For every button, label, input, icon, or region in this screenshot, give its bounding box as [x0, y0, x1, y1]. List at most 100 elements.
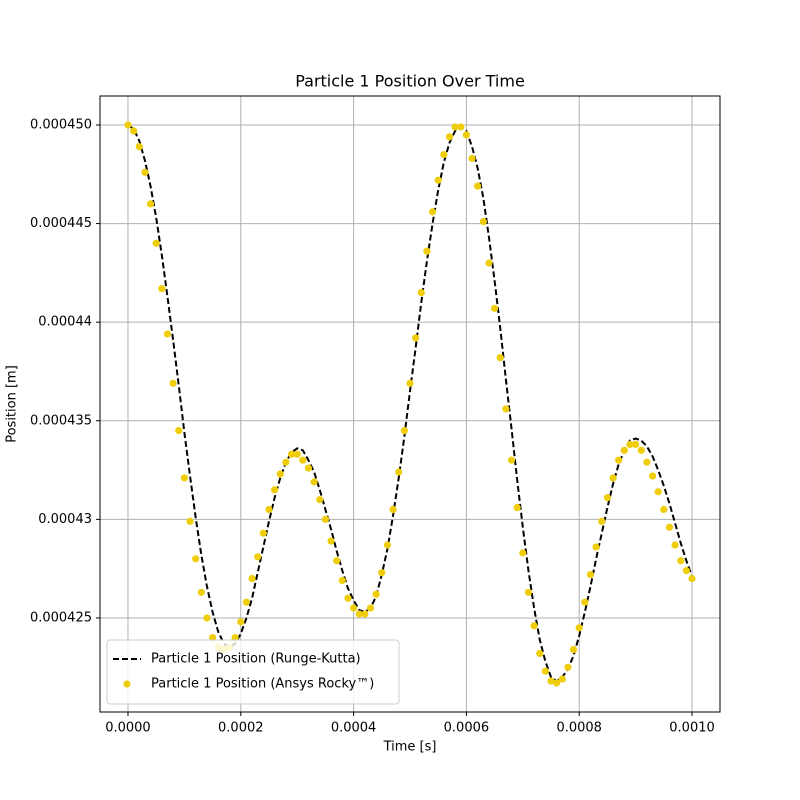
- data-point: [389, 505, 397, 514]
- data-point: [541, 667, 549, 675]
- data-point: [344, 594, 352, 602]
- data-point: [598, 517, 606, 525]
- data-point: [553, 679, 561, 687]
- data-point: [491, 304, 499, 312]
- data-point: [648, 472, 657, 480]
- data-point: [603, 494, 612, 502]
- x-tick-label: 0.0010: [669, 721, 715, 736]
- data-point: [310, 478, 318, 486]
- y-axis-label: Position [m]: [5, 365, 20, 443]
- data-point: [349, 604, 358, 612]
- data-point: [632, 440, 640, 449]
- data-point: [660, 505, 668, 514]
- y-tick-label: 0.00044: [38, 315, 92, 330]
- data-point: [445, 133, 454, 141]
- data-point: [547, 677, 555, 685]
- data-point: [677, 557, 685, 565]
- data-point: [203, 614, 211, 622]
- x-tick-label: 0.0000: [105, 721, 151, 736]
- y-tick-label: 0.000435: [30, 413, 92, 428]
- data-point: [417, 288, 425, 297]
- data-point: [135, 143, 143, 151]
- data-point: [152, 239, 160, 247]
- data-point: [507, 456, 516, 464]
- data-point: [361, 610, 369, 618]
- data-point: [440, 150, 448, 159]
- data-point: [327, 537, 335, 545]
- data-point: [519, 549, 527, 557]
- data-point: [423, 247, 431, 255]
- y-tick-label: 0.000425: [30, 610, 92, 625]
- data-point: [237, 618, 245, 626]
- data-point: [620, 446, 628, 454]
- data-point: [265, 505, 273, 514]
- data-point: [502, 405, 510, 413]
- data-point: [192, 555, 200, 563]
- plot-frame: [99, 95, 721, 713]
- data-point: [299, 456, 307, 464]
- data-point: [654, 488, 662, 496]
- data-point: [254, 553, 262, 561]
- data-point: [293, 450, 301, 458]
- data-point: [400, 427, 408, 435]
- data-point: [485, 259, 493, 267]
- data-point: [372, 590, 380, 598]
- data-point: [259, 529, 267, 537]
- data-point: [163, 330, 172, 338]
- data-point: [321, 515, 329, 523]
- x-tick-label: 0.0008: [556, 721, 602, 736]
- data-point: [378, 568, 386, 577]
- data-point: [282, 458, 290, 466]
- data-point: [395, 468, 403, 476]
- data-line: [127, 124, 693, 683]
- data-point: [366, 604, 375, 612]
- legend-label: Particle 1 Position (Ansys Rocky™): [151, 677, 374, 692]
- data-point: [688, 574, 696, 583]
- data-point: [615, 456, 623, 464]
- data-point: [581, 598, 589, 606]
- data-point: [186, 517, 194, 525]
- legend-box: [106, 639, 400, 705]
- x-tick-label: 0.0002: [218, 721, 264, 736]
- data-point: [637, 446, 645, 454]
- data-point: [271, 486, 279, 494]
- data-point: [592, 543, 600, 551]
- data-point: [383, 541, 392, 549]
- data-point: [462, 131, 471, 139]
- x-tick-label: 0.0004: [331, 721, 377, 736]
- data-point: [479, 218, 487, 226]
- data-point: [208, 634, 217, 642]
- data-point: [643, 458, 651, 466]
- data-point: [536, 649, 544, 658]
- data-point: [141, 168, 149, 176]
- data-point: [575, 624, 583, 632]
- data-point: [276, 470, 284, 478]
- data-point: [428, 208, 437, 216]
- data-point: [626, 440, 634, 449]
- data-point: [586, 570, 595, 579]
- y-tick-label: 0.000445: [30, 216, 92, 231]
- data-point: [671, 541, 679, 549]
- data-point: [124, 121, 132, 129]
- data-point: [524, 588, 533, 596]
- data-point: [468, 154, 476, 163]
- data-point: [304, 464, 313, 472]
- data-point: [558, 675, 566, 683]
- data-point: [451, 123, 459, 131]
- data-point: [513, 503, 521, 512]
- data-point: [158, 285, 166, 293]
- y-tick-label: 0.000450: [30, 117, 92, 132]
- data-point: [316, 496, 324, 504]
- data-point: [146, 200, 155, 208]
- legend-label: Particle 1 Position (Runge-Kutta): [151, 652, 361, 667]
- data-point: [609, 474, 617, 482]
- data-point: [457, 123, 465, 131]
- data-point: [242, 598, 251, 606]
- data-point: [130, 127, 138, 135]
- data-point: [496, 354, 504, 362]
- data-point: [248, 574, 256, 583]
- data-point: [434, 176, 442, 184]
- y-tick-label: 0.00043: [38, 512, 92, 527]
- data-point: [355, 610, 363, 618]
